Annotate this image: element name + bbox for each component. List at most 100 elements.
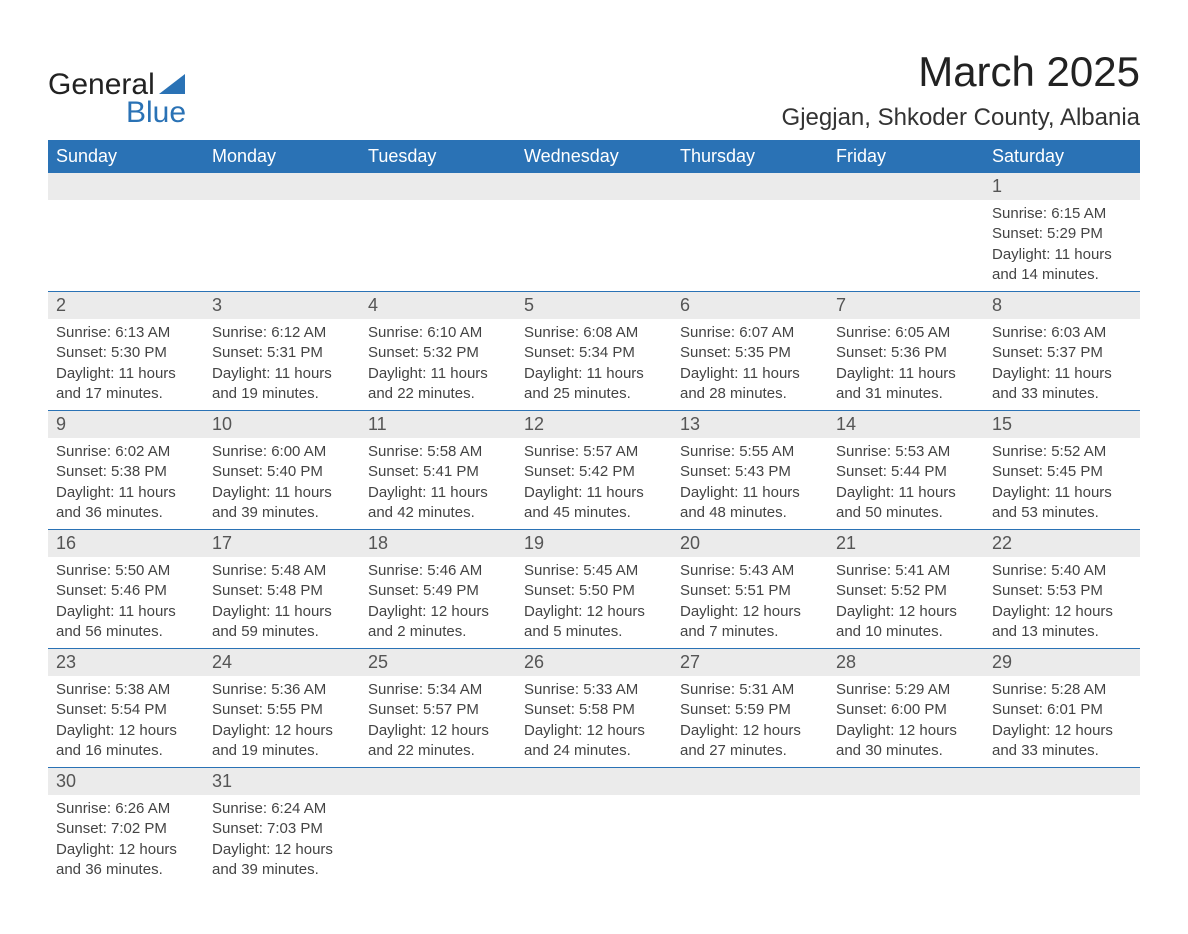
daylight-line: Daylight: 11 hours and 56 minutes. xyxy=(56,602,196,643)
day-details: Sunrise: 5:28 AMSunset: 6:01 PMDaylight:… xyxy=(984,676,1140,767)
weekday-header-row: SundayMondayTuesdayWednesdayThursdayFrid… xyxy=(48,140,1140,173)
week-row: 1Sunrise: 6:15 AMSunset: 5:29 PMDaylight… xyxy=(48,173,1140,291)
day-number: 15 xyxy=(984,411,1140,438)
logo: General Blue xyxy=(48,48,186,130)
sunset-line: Sunset: 5:41 PM xyxy=(368,462,508,482)
day-details: Sunrise: 6:07 AMSunset: 5:35 PMDaylight:… xyxy=(672,319,828,410)
sunset-line: Sunset: 5:38 PM xyxy=(56,462,196,482)
sunset-line: Sunset: 5:34 PM xyxy=(524,343,664,363)
page-header: General Blue March 2025 Gjegjan, Shkoder… xyxy=(48,48,1140,132)
details-strip: Sunrise: 5:38 AMSunset: 5:54 PMDaylight:… xyxy=(48,676,1140,767)
day-details: Sunrise: 5:55 AMSunset: 5:43 PMDaylight:… xyxy=(672,438,828,529)
day-details xyxy=(516,795,672,886)
day-details: Sunrise: 6:24 AMSunset: 7:03 PMDaylight:… xyxy=(204,795,360,886)
day-details: Sunrise: 5:50 AMSunset: 5:46 PMDaylight:… xyxy=(48,557,204,648)
day-details xyxy=(672,795,828,886)
sunrise-line: Sunrise: 6:10 AM xyxy=(368,323,508,343)
day-details: Sunrise: 5:41 AMSunset: 5:52 PMDaylight:… xyxy=(828,557,984,648)
sunrise-line: Sunrise: 5:38 AM xyxy=(56,680,196,700)
day-number: 20 xyxy=(672,530,828,557)
sunrise-line: Sunrise: 5:52 AM xyxy=(992,442,1132,462)
day-number: 28 xyxy=(828,649,984,676)
sunrise-line: Sunrise: 6:13 AM xyxy=(56,323,196,343)
day-number xyxy=(516,768,672,795)
day-number: 21 xyxy=(828,530,984,557)
day-details: Sunrise: 6:03 AMSunset: 5:37 PMDaylight:… xyxy=(984,319,1140,410)
day-number: 18 xyxy=(360,530,516,557)
week-row: 9101112131415Sunrise: 6:02 AMSunset: 5:3… xyxy=(48,410,1140,529)
sunset-line: Sunset: 5:58 PM xyxy=(524,700,664,720)
day-details xyxy=(204,200,360,291)
daylight-line: Daylight: 11 hours and 14 minutes. xyxy=(992,245,1132,286)
day-number xyxy=(672,173,828,200)
day-details: Sunrise: 6:26 AMSunset: 7:02 PMDaylight:… xyxy=(48,795,204,886)
day-number: 14 xyxy=(828,411,984,438)
daylight-line: Daylight: 11 hours and 31 minutes. xyxy=(836,364,976,405)
weekday-header: Thursday xyxy=(672,140,828,173)
location: Gjegjan, Shkoder County, Albania xyxy=(782,104,1140,132)
day-number xyxy=(48,173,204,200)
weekday-header: Saturday xyxy=(984,140,1140,173)
day-number: 11 xyxy=(360,411,516,438)
day-details: Sunrise: 5:31 AMSunset: 5:59 PMDaylight:… xyxy=(672,676,828,767)
day-number: 6 xyxy=(672,292,828,319)
daylight-line: Daylight: 11 hours and 48 minutes. xyxy=(680,483,820,524)
day-details: Sunrise: 6:13 AMSunset: 5:30 PMDaylight:… xyxy=(48,319,204,410)
sunset-line: Sunset: 5:37 PM xyxy=(992,343,1132,363)
day-number xyxy=(672,768,828,795)
day-details: Sunrise: 6:08 AMSunset: 5:34 PMDaylight:… xyxy=(516,319,672,410)
daylight-line: Daylight: 12 hours and 2 minutes. xyxy=(368,602,508,643)
daylight-line: Daylight: 11 hours and 50 minutes. xyxy=(836,483,976,524)
weekday-header: Wednesday xyxy=(516,140,672,173)
daylight-line: Daylight: 11 hours and 45 minutes. xyxy=(524,483,664,524)
day-details xyxy=(360,200,516,291)
day-details xyxy=(48,200,204,291)
day-number: 4 xyxy=(360,292,516,319)
day-details xyxy=(984,795,1140,886)
sunrise-line: Sunrise: 6:03 AM xyxy=(992,323,1132,343)
day-details: Sunrise: 5:58 AMSunset: 5:41 PMDaylight:… xyxy=(360,438,516,529)
sunset-line: Sunset: 5:45 PM xyxy=(992,462,1132,482)
daynum-strip: 3031 xyxy=(48,768,1140,795)
day-details: Sunrise: 5:57 AMSunset: 5:42 PMDaylight:… xyxy=(516,438,672,529)
daylight-line: Daylight: 11 hours and 28 minutes. xyxy=(680,364,820,405)
details-strip: Sunrise: 5:50 AMSunset: 5:46 PMDaylight:… xyxy=(48,557,1140,648)
daylight-line: Daylight: 12 hours and 22 minutes. xyxy=(368,721,508,762)
sunrise-line: Sunrise: 5:33 AM xyxy=(524,680,664,700)
sunrise-line: Sunrise: 5:40 AM xyxy=(992,561,1132,581)
day-details: Sunrise: 6:02 AMSunset: 5:38 PMDaylight:… xyxy=(48,438,204,529)
daylight-line: Daylight: 12 hours and 13 minutes. xyxy=(992,602,1132,643)
sunrise-line: Sunrise: 5:34 AM xyxy=(368,680,508,700)
sunrise-line: Sunrise: 5:48 AM xyxy=(212,561,352,581)
sunset-line: Sunset: 5:57 PM xyxy=(368,700,508,720)
daynum-strip: 16171819202122 xyxy=(48,530,1140,557)
sunrise-line: Sunrise: 5:29 AM xyxy=(836,680,976,700)
sunset-line: Sunset: 5:36 PM xyxy=(836,343,976,363)
sunset-line: Sunset: 5:43 PM xyxy=(680,462,820,482)
sunset-line: Sunset: 5:55 PM xyxy=(212,700,352,720)
sunset-line: Sunset: 5:49 PM xyxy=(368,581,508,601)
daylight-line: Daylight: 12 hours and 36 minutes. xyxy=(56,840,196,881)
details-strip: Sunrise: 6:26 AMSunset: 7:02 PMDaylight:… xyxy=(48,795,1140,886)
sunset-line: Sunset: 7:03 PM xyxy=(212,819,352,839)
day-details: Sunrise: 5:33 AMSunset: 5:58 PMDaylight:… xyxy=(516,676,672,767)
sunrise-line: Sunrise: 6:07 AM xyxy=(680,323,820,343)
day-number: 8 xyxy=(984,292,1140,319)
sunrise-line: Sunrise: 5:31 AM xyxy=(680,680,820,700)
sunrise-line: Sunrise: 5:46 AM xyxy=(368,561,508,581)
day-number: 26 xyxy=(516,649,672,676)
sunset-line: Sunset: 5:53 PM xyxy=(992,581,1132,601)
day-number xyxy=(828,173,984,200)
logo-text-2: Blue xyxy=(48,96,186,130)
day-number: 12 xyxy=(516,411,672,438)
day-number: 27 xyxy=(672,649,828,676)
sunset-line: Sunset: 5:52 PM xyxy=(836,581,976,601)
sunrise-line: Sunrise: 6:24 AM xyxy=(212,799,352,819)
sunset-line: Sunset: 5:40 PM xyxy=(212,462,352,482)
weekday-header: Friday xyxy=(828,140,984,173)
sunrise-line: Sunrise: 5:57 AM xyxy=(524,442,664,462)
weekday-header: Monday xyxy=(204,140,360,173)
sunrise-line: Sunrise: 6:05 AM xyxy=(836,323,976,343)
daylight-line: Daylight: 12 hours and 27 minutes. xyxy=(680,721,820,762)
sunrise-line: Sunrise: 5:55 AM xyxy=(680,442,820,462)
